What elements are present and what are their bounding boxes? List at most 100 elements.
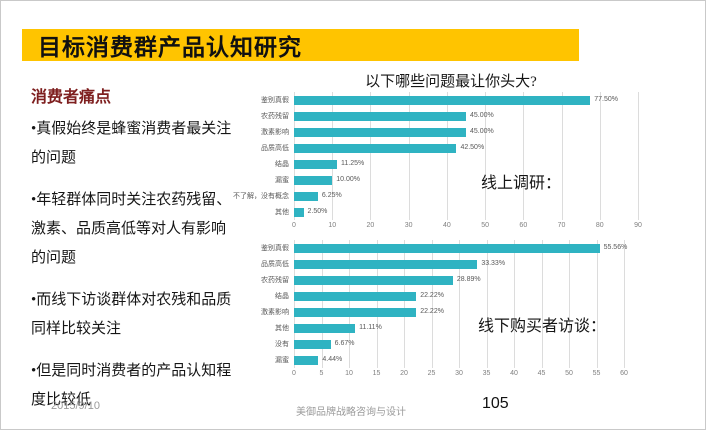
- bar: [294, 176, 333, 185]
- bar: [294, 96, 591, 105]
- gridline: [446, 92, 448, 220]
- bar-row: 鉴别真假 55.56%: [221, 240, 646, 256]
- bar-track: 33.33%: [294, 256, 624, 272]
- footer-date: 2015/9/10: [51, 400, 100, 412]
- bar: [294, 324, 356, 333]
- page-title: 目标消费群产品认知研究: [38, 34, 302, 60]
- bar: [294, 308, 417, 317]
- gridline: [599, 92, 601, 220]
- bar-value-label: 55.56%: [603, 244, 628, 251]
- category-label: 鉴别真假: [261, 97, 289, 104]
- bar-value-label: 22.22%: [420, 308, 444, 315]
- gridline: [596, 240, 598, 368]
- gridline: [459, 240, 460, 368]
- x-tick-label: 90: [634, 222, 642, 229]
- gridline: [624, 240, 625, 368]
- title-bar: 目标消费群产品认知研究: [22, 29, 579, 61]
- bar-row: 农药残留 28.89%: [221, 272, 646, 288]
- x-tick-label: 45: [537, 370, 546, 377]
- bar-value-label: 28.89%: [456, 276, 481, 283]
- x-tick-label: 60: [620, 370, 628, 377]
- bar-track: 28.89%: [294, 272, 624, 288]
- x-tick-label: 30: [455, 370, 463, 377]
- x-tick-label: 70: [557, 222, 566, 229]
- bar: [294, 160, 337, 169]
- category-label: 鉴别真假: [261, 245, 289, 252]
- bullet-item: •而线下访谈群体对农残和品质同样比较关注: [31, 292, 232, 337]
- gridline: [404, 240, 405, 368]
- gridline: [294, 92, 295, 220]
- bar-value-label: 2.50%: [307, 208, 328, 215]
- gridline: [376, 240, 378, 368]
- bar: [294, 260, 478, 269]
- category-label: 品质高低: [261, 261, 289, 268]
- bar: [294, 128, 466, 137]
- gridline: [408, 92, 410, 220]
- bar-row: 鉴别真假 77.50%: [221, 92, 646, 108]
- bar-track: 77.50%: [294, 92, 638, 108]
- bar: [294, 356, 319, 365]
- bar-row: 农药残留 45.00%: [221, 108, 646, 124]
- category-label: 激素影响: [261, 309, 289, 316]
- x-tick-label: 0: [292, 222, 296, 229]
- bar-value-label: 11.25%: [341, 160, 365, 167]
- bar-row: 其他 2.50%: [221, 204, 646, 220]
- bar: [294, 244, 600, 253]
- x-tick-label: 80: [595, 222, 604, 229]
- bar-row: 漏蜜 10.00%: [221, 172, 646, 188]
- bar-row: 激素影响 22.22%: [221, 304, 646, 320]
- bar-track: 6.25%: [294, 188, 638, 204]
- bar: [294, 208, 304, 217]
- gridline: [561, 92, 563, 220]
- pain-points-heading: 消费者痛点: [31, 89, 112, 106]
- gridline: [349, 240, 350, 368]
- x-tick-label: 5: [319, 370, 324, 377]
- category-label: 农药残留: [261, 113, 289, 120]
- category-label: 品质高低: [261, 145, 289, 152]
- online-survey-label: 线上调研：: [481, 175, 562, 192]
- bar-value-label: 6.25%: [321, 192, 342, 199]
- bar-row: 结晶 11.25%: [221, 156, 646, 172]
- x-tick-label: 30: [404, 222, 413, 229]
- bar-row: 品质高低 42.50%: [221, 140, 646, 156]
- bar-value-label: 22.22%: [420, 292, 444, 299]
- bar-track: 2.50%: [294, 204, 638, 220]
- bar-value-label: 11.11%: [359, 324, 382, 331]
- bar-track: 45.00%: [294, 108, 638, 124]
- category-label: 激素影响: [261, 129, 289, 136]
- gridline: [514, 240, 515, 368]
- x-tick-label: 25: [427, 370, 436, 377]
- category-label: 漏蜜: [275, 177, 289, 184]
- bullet-item: •真假始终是蜂蜜消费者最关注的问题: [31, 121, 232, 166]
- offline-interview-label: 线下购买者访谈：: [478, 318, 607, 335]
- category-label: 没有: [275, 341, 289, 348]
- bar: [294, 144, 457, 153]
- bullet-item: •年轻群体同时关注农药残留、激素、品质高低等对人有影响的问题: [31, 192, 232, 266]
- bar-row: 漏蜜 4.44%: [221, 352, 646, 368]
- x-tick-label: 0: [292, 370, 296, 377]
- bar-row: 不了解，没有概念 6.25%: [221, 188, 646, 204]
- bar-value-label: 45.00%: [470, 128, 494, 135]
- page-number: 105: [482, 395, 509, 412]
- bar: [294, 112, 466, 121]
- bar-track: 55.56%: [294, 240, 627, 256]
- gridline: [541, 240, 543, 368]
- bar-value-label: 4.44%: [322, 356, 343, 363]
- bar-value-label: 33.33%: [481, 260, 506, 267]
- bar-value-label: 42.50%: [460, 144, 485, 151]
- x-tick-label: 10: [345, 370, 353, 377]
- pain-points-panel: 消费者痛点 •真假始终是蜂蜜消费者最关注的问题 •年轻群体同时关注农药残留、激素…: [31, 83, 238, 428]
- bar-value-label: 45.00%: [470, 112, 494, 119]
- bar-track: 10.00%: [294, 172, 638, 188]
- gridlines: [294, 240, 625, 368]
- gridline: [485, 92, 487, 220]
- bar-row: 其他 11.11%: [221, 320, 646, 336]
- x-tick-label: 50: [565, 370, 573, 377]
- bar-track: 6.67%: [294, 336, 624, 352]
- bar-track: 11.11%: [294, 320, 624, 336]
- x-axis: 0 10 20 30 40 50 60 70 80 90: [292, 220, 642, 232]
- bar-row: 品质高低 33.33%: [221, 256, 646, 272]
- gridline: [294, 240, 295, 368]
- x-tick-label: 10: [328, 222, 337, 229]
